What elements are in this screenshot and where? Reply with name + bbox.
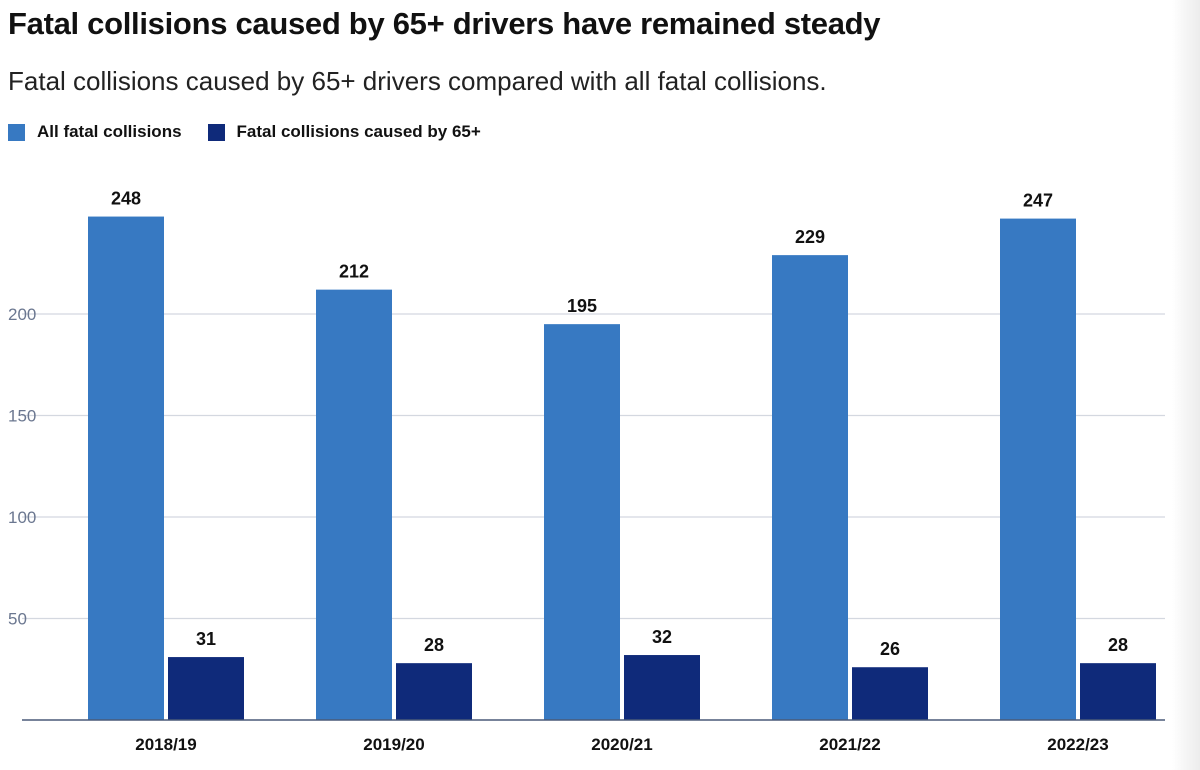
chart-legend: All fatal collisions Fatal collisions ca… xyxy=(8,122,507,142)
y-tick-label: 50 xyxy=(8,610,27,629)
bar-65-plus xyxy=(852,667,928,720)
legend-item-all-fatal: All fatal collisions xyxy=(8,122,182,142)
bar-value-label: 28 xyxy=(1108,635,1128,655)
page-edge-shade xyxy=(1172,0,1200,770)
legend-item-65-plus: Fatal collisions caused by 65+ xyxy=(207,122,481,142)
bar-value-label: 32 xyxy=(652,627,672,647)
x-tick-label: 2020/21 xyxy=(591,735,652,754)
bar-value-label: 195 xyxy=(567,296,597,316)
legend-label-65-plus: Fatal collisions caused by 65+ xyxy=(236,122,481,141)
legend-swatch-65-plus xyxy=(207,123,225,141)
chart-title: Fatal collisions caused by 65+ drivers h… xyxy=(8,6,881,41)
x-tick-label: 2021/22 xyxy=(819,735,880,754)
bar-value-label: 31 xyxy=(196,629,216,649)
legend-swatch-all-fatal xyxy=(8,123,25,141)
bar-all-fatal xyxy=(1000,218,1076,720)
bar-65-plus xyxy=(624,655,700,720)
legend-label-all-fatal: All fatal collisions xyxy=(37,122,182,141)
bar-value-label: 26 xyxy=(880,639,900,659)
bar-value-label: 248 xyxy=(111,189,141,209)
bar-value-label: 229 xyxy=(795,227,825,247)
bar-65-plus xyxy=(1080,663,1156,720)
bar-value-label: 247 xyxy=(1023,191,1053,211)
bar-65-plus xyxy=(168,657,244,720)
bar-65-plus xyxy=(396,663,472,720)
chart-subtitle: Fatal collisions caused by 65+ drivers c… xyxy=(8,66,827,96)
bar-all-fatal xyxy=(316,289,392,720)
x-tick-label: 2022/23 xyxy=(1047,735,1108,754)
x-tick-label: 2019/20 xyxy=(363,735,424,754)
bar-all-fatal xyxy=(772,255,848,720)
bar-value-label: 28 xyxy=(424,635,444,655)
bar-all-fatal xyxy=(88,216,164,720)
y-tick-label: 150 xyxy=(8,407,36,426)
x-tick-label: 2018/19 xyxy=(135,735,196,754)
bar-value-label: 212 xyxy=(339,262,369,282)
y-tick-label: 200 xyxy=(8,305,36,324)
y-tick-label: 100 xyxy=(8,508,36,527)
bar-all-fatal xyxy=(544,324,620,720)
